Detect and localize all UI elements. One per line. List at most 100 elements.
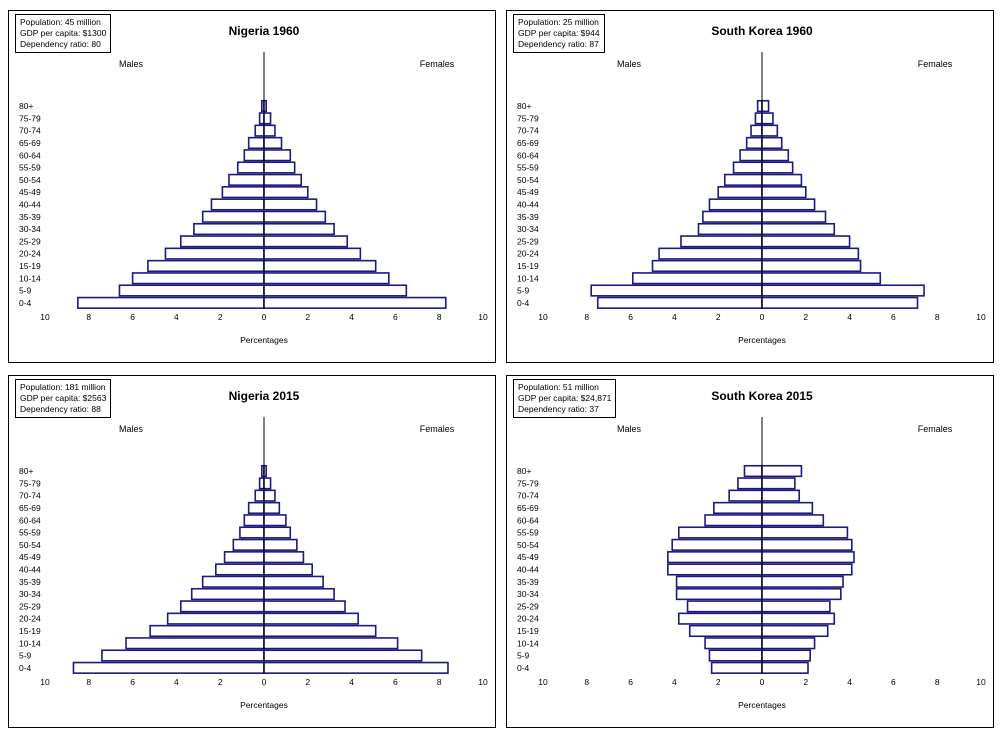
info-box: Population: 181 million GDP per capita: …: [15, 379, 112, 418]
x-tick-label: 0: [760, 677, 765, 687]
female-bar: [761, 296, 919, 309]
chart-title: South Korea 1960: [711, 24, 813, 38]
male-bar: [631, 272, 763, 285]
male-bar: [737, 477, 763, 490]
x-tick-label: 4: [672, 677, 677, 687]
male-bar: [243, 514, 265, 527]
male-bar: [732, 161, 763, 174]
x-tick-label: 4: [349, 677, 354, 687]
female-bar: [761, 284, 925, 297]
info-gdp: GDP per capita: $2563: [20, 393, 107, 403]
x-tick-label: 0: [760, 312, 765, 322]
female-bar: [263, 296, 447, 309]
females-label: Females: [918, 59, 953, 69]
female-bar: [263, 112, 272, 125]
male-bar: [210, 198, 265, 211]
x-tick-label: 6: [393, 677, 398, 687]
female-bar: [761, 247, 860, 260]
male-bar: [147, 259, 265, 273]
male-bar: [166, 612, 265, 625]
female-bar: [263, 575, 324, 588]
males-label: Males: [617, 424, 642, 434]
age-group-label: 35-39: [19, 212, 41, 222]
male-bar: [704, 514, 763, 527]
age-group-label: 30-34: [517, 224, 539, 234]
age-group-label: 55-59: [19, 163, 41, 173]
female-bar: [761, 149, 790, 162]
male-bar: [190, 587, 265, 601]
info-box: Population: 25 million GDP per capita: $…: [513, 14, 605, 53]
female-bar: [263, 186, 309, 199]
male-bar: [77, 296, 265, 309]
age-group-label: 65-69: [19, 138, 41, 148]
male-bar: [247, 136, 265, 150]
age-group-label: 75-79: [19, 113, 41, 123]
male-bar: [215, 563, 265, 576]
females-label: Females: [420, 424, 455, 434]
age-group-label: 55-59: [19, 528, 41, 538]
age-group-label: 30-34: [517, 589, 539, 599]
female-bar: [761, 538, 853, 551]
male-bar: [247, 501, 265, 515]
x-tick-label: 6: [891, 312, 896, 322]
female-bar: [263, 149, 292, 162]
female-bar: [263, 161, 296, 174]
female-bar: [761, 649, 811, 662]
age-group-label: 65-69: [19, 503, 41, 513]
age-group-label: 75-79: [517, 478, 539, 488]
x-tick-label: 2: [305, 312, 310, 322]
age-group-label: 10-14: [19, 638, 41, 648]
male-bar: [179, 235, 265, 248]
pyramid-chart: South Korea 1960 Males Females 0-4 5-9 10-14 1…: [517, 24, 986, 345]
age-group-label: 5-9: [517, 651, 530, 661]
age-group-label: 35-39: [517, 577, 539, 587]
age-group-label: 50-54: [19, 540, 41, 550]
female-bar: [263, 136, 283, 150]
age-group-label: 70-74: [517, 126, 539, 136]
female-bar: [263, 489, 276, 502]
female-bar: [761, 235, 851, 248]
age-group-label: 35-39: [19, 577, 41, 587]
age-group-label: 15-19: [517, 261, 539, 271]
female-bar: [263, 259, 377, 273]
female-bar: [761, 464, 803, 478]
x-tick-label: 8: [935, 312, 940, 322]
male-bar: [745, 136, 763, 150]
age-group-label: 45-49: [517, 552, 539, 562]
male-bar: [708, 649, 763, 662]
x-tick-label: 8: [437, 677, 442, 687]
male-bar: [239, 526, 265, 539]
age-group-label: 40-44: [19, 564, 41, 574]
female-bar: [761, 501, 814, 515]
x-tick-label: 4: [847, 677, 852, 687]
x-tick-label: 4: [672, 312, 677, 322]
x-axis-label: Percentages: [240, 335, 288, 345]
female-bar: [761, 563, 853, 576]
females-label: Females: [918, 424, 953, 434]
x-tick-label: 6: [130, 312, 135, 322]
female-bar: [263, 637, 399, 650]
info-population: Population: 51 million: [518, 382, 599, 392]
female-bar: [761, 587, 842, 601]
age-group-label: 10-14: [19, 273, 41, 283]
x-tick-label: 4: [847, 312, 852, 322]
x-tick-label: 8: [437, 312, 442, 322]
x-tick-label: 10: [40, 677, 50, 687]
female-bar: [761, 173, 803, 186]
info-population: Population: 181 million: [20, 382, 106, 392]
age-group-label: 75-79: [517, 113, 539, 123]
x-tick-label: 6: [628, 677, 633, 687]
age-group-label: 15-19: [19, 261, 41, 271]
age-group-label: 75-79: [19, 478, 41, 488]
x-tick-label: 2: [716, 677, 721, 687]
age-group-label: 40-44: [19, 199, 41, 209]
x-tick-label: 10: [478, 677, 488, 687]
female-bar: [263, 551, 305, 564]
x-tick-label: 0: [262, 677, 267, 687]
age-group-label: 45-49: [19, 187, 41, 197]
age-group-label: 70-74: [19, 126, 41, 136]
male-bar: [164, 247, 265, 260]
x-tick-label: 8: [584, 312, 589, 322]
male-bar: [717, 186, 763, 199]
age-group-label: 60-64: [19, 150, 41, 160]
